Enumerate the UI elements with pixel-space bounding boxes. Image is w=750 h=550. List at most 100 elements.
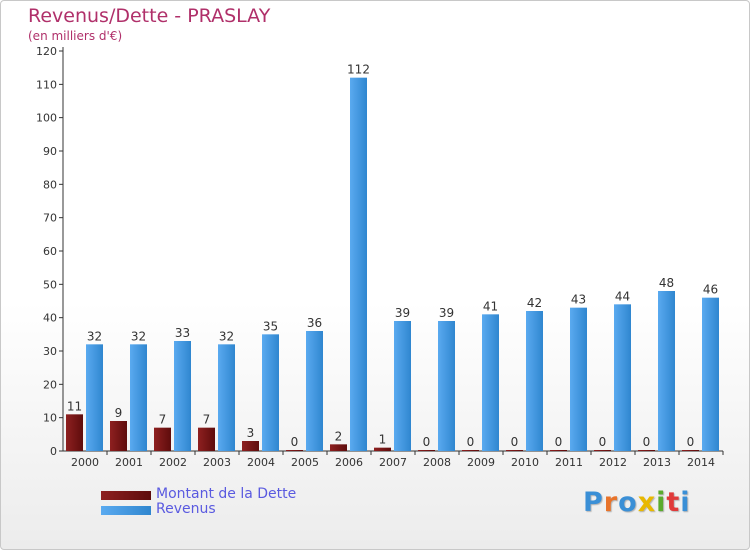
legend-swatch-revenus	[101, 506, 151, 515]
bar-dette	[66, 414, 83, 451]
bar-dette	[198, 427, 215, 451]
data-label-dette: 0	[291, 435, 299, 449]
bar-revenus	[702, 297, 719, 451]
data-label-dette: 0	[687, 435, 695, 449]
x-tick-label: 2009	[467, 456, 495, 469]
x-tick-label: 2004	[247, 456, 275, 469]
x-tick-label: 2006	[335, 456, 363, 469]
x-tick-label: 2007	[379, 456, 407, 469]
x-tick-label: 2011	[555, 456, 583, 469]
y-tick-label: 120	[36, 45, 57, 58]
bar-revenus	[614, 304, 631, 451]
data-label-revenus: 41	[483, 299, 498, 313]
bar-revenus	[350, 77, 367, 452]
x-tick-label: 2012	[599, 456, 627, 469]
x-tick-label: 2000	[71, 456, 99, 469]
data-label-dette: 1	[379, 433, 387, 447]
y-tick-label: 0	[50, 445, 57, 458]
legend-label-revenus: Revenus	[156, 501, 216, 517]
bar-revenus	[218, 344, 235, 451]
data-label-revenus: 46	[703, 283, 718, 297]
data-label-dette: 11	[67, 399, 82, 413]
y-tick-label: 40	[43, 312, 57, 325]
bar-revenus	[658, 291, 675, 451]
x-tick-label: 2008	[423, 456, 451, 469]
data-label-dette: 0	[511, 435, 519, 449]
bar-revenus	[174, 341, 191, 451]
x-tick-label: 2003	[203, 456, 231, 469]
data-label-revenus: 35	[263, 319, 278, 333]
labels: 11 32 9 32 7 33 7 32 3 35 0 36 2 112 1 39 0 39 0 41 0 42 0 43 0 4…	[67, 63, 718, 449]
bar-dette	[286, 450, 303, 451]
data-label-dette: 0	[643, 435, 651, 449]
bar-revenus	[482, 314, 499, 451]
data-label-dette: 9	[115, 406, 123, 420]
legend-swatch-dette	[101, 491, 151, 500]
data-label-dette: 7	[159, 413, 167, 427]
data-label-revenus: 43	[571, 293, 586, 307]
data-label-revenus: 48	[659, 276, 674, 290]
chart-subtitle: (en milliers d'€)	[28, 29, 123, 43]
data-label-revenus: 44	[615, 289, 630, 303]
data-label-dette: 0	[467, 435, 475, 449]
data-label-dette: 2	[335, 429, 343, 443]
bar-dette	[242, 441, 259, 451]
bar-dette	[462, 450, 479, 451]
data-label-revenus: 32	[131, 329, 146, 343]
proxiti-logo: Proxiti	[583, 487, 691, 518]
y-tick-label: 80	[43, 178, 57, 191]
bar-revenus	[526, 311, 543, 451]
data-label-revenus: 33	[175, 326, 190, 340]
data-label-dette: 0	[599, 435, 607, 449]
bar-revenus	[262, 334, 279, 451]
data-label-revenus: 39	[395, 306, 410, 320]
y-tick-label: 60	[43, 245, 57, 258]
bar-dette	[374, 447, 391, 451]
bar-dette	[550, 450, 567, 451]
bar-dette	[418, 450, 435, 451]
data-label-revenus: 36	[307, 316, 322, 330]
chart-title: Revenus/Dette - PRASLAY	[28, 5, 271, 27]
bar-dette	[154, 427, 171, 451]
x-tick-label: 2002	[159, 456, 187, 469]
x-tick-label: 2005	[291, 456, 319, 469]
data-label-dette: 7	[203, 413, 211, 427]
bars	[66, 77, 719, 452]
data-label-revenus: 39	[439, 306, 454, 320]
bar-revenus	[394, 321, 411, 451]
y-tick-label: 10	[43, 412, 57, 425]
bar-revenus	[86, 344, 103, 451]
data-label-revenus: 32	[219, 329, 234, 343]
bar-dette	[638, 450, 655, 451]
bar-dette	[506, 450, 523, 451]
y-tick-label: 70	[43, 212, 57, 225]
bar-revenus	[570, 307, 587, 451]
data-label-revenus: 112	[347, 63, 370, 77]
bar-dette	[594, 450, 611, 451]
y-tick-label: 110	[36, 78, 57, 91]
legend-label-dette: Montant de la Dette	[156, 486, 297, 502]
data-label-revenus: 42	[527, 296, 542, 310]
x-tick-label: 2014	[687, 456, 715, 469]
y-tick-label: 100	[36, 112, 57, 125]
data-label-dette: 0	[555, 435, 563, 449]
bar-revenus	[306, 331, 323, 451]
y-tick-label: 90	[43, 145, 57, 158]
y-tick-label: 30	[43, 345, 57, 358]
bar-dette	[110, 421, 127, 451]
y-tick-label: 50	[43, 278, 57, 291]
x-tick-label: 2010	[511, 456, 539, 469]
bar-dette	[330, 444, 347, 451]
x-tick-label: 2013	[643, 456, 671, 469]
bar-revenus	[130, 344, 147, 451]
data-label-dette: 3	[247, 426, 255, 440]
data-label-revenus: 32	[87, 329, 102, 343]
x-tick-label: 2001	[115, 456, 143, 469]
y-tick-label: 20	[43, 378, 57, 391]
data-label-dette: 0	[423, 435, 431, 449]
bar-dette	[682, 450, 699, 451]
bar-revenus	[438, 321, 455, 451]
